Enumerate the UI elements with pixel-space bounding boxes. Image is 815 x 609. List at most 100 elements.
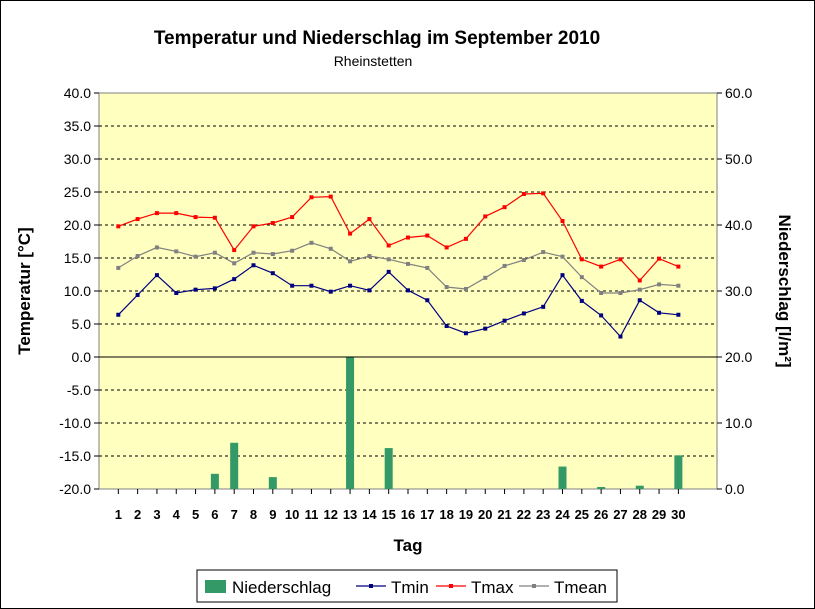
- x-tick-label: 29: [652, 507, 666, 522]
- y-tick-label: 30.0: [64, 151, 91, 167]
- x-tick-label: 12: [324, 507, 338, 522]
- y-tick-label: 15.0: [64, 250, 91, 266]
- point-tmean: [676, 283, 681, 288]
- point-tmin: [212, 286, 217, 291]
- point-tmean: [309, 240, 314, 245]
- point-tmin: [637, 298, 642, 303]
- point-tmax: [463, 236, 468, 241]
- point-tmean: [116, 265, 121, 270]
- x-tick-label: 30: [671, 507, 685, 522]
- point-tmin: [425, 298, 430, 303]
- x-tick-label: 4: [173, 507, 181, 522]
- y-tick-label: 10.0: [64, 283, 91, 299]
- point-tmean: [251, 250, 256, 255]
- y-tick-label: 35.0: [64, 118, 91, 134]
- x-tick-label: 18: [439, 507, 453, 522]
- bar-niederschlag: [597, 487, 606, 489]
- point-tmax: [676, 264, 681, 269]
- point-tmin: [348, 283, 353, 288]
- point-tmean: [425, 265, 430, 270]
- series-line-tmax: [118, 192, 679, 282]
- y2-tick-label: 40.0: [725, 217, 752, 233]
- point-tmax: [309, 195, 314, 200]
- point-tmin: [676, 312, 681, 317]
- point-tmean: [270, 252, 275, 257]
- x-tick-label: 3: [153, 507, 160, 522]
- chart-subtitle: Rheinstetten: [334, 53, 413, 69]
- y-axis-ticks: 40.0 35.0 30.0 25.0 20.0 15.0 10.0 5.0 0.0 -5.0 -1…: [59, 85, 99, 497]
- x-axis-label: Tag: [394, 536, 423, 555]
- point-tmean: [618, 290, 623, 295]
- point-tmax: [406, 235, 410, 240]
- y2-tick-label: 60.0: [725, 85, 752, 101]
- point-tmin: [290, 283, 295, 288]
- x-tick-label: 15: [381, 507, 395, 522]
- point-tmax: [637, 278, 642, 283]
- point-tmin: [309, 283, 314, 288]
- point-tmin: [328, 289, 333, 294]
- x-tick-label: 6: [211, 507, 218, 522]
- point-tmin: [406, 288, 410, 293]
- x-tick-label: 25: [575, 507, 589, 522]
- bar-niederschlag: [268, 477, 277, 489]
- legend-label-tmax: Tmax: [471, 578, 514, 597]
- bar-niederschlag: [210, 473, 219, 489]
- point-tmax: [116, 224, 121, 229]
- point-tmin: [541, 304, 546, 309]
- y2-tick-label: 0.0: [725, 481, 745, 497]
- legend-swatch-niederschlag: [205, 580, 226, 593]
- x-tick-label: 19: [459, 507, 473, 522]
- point-tmax: [270, 221, 275, 226]
- point-tmean: [599, 290, 604, 295]
- point-tmax: [618, 257, 623, 262]
- point-tmean: [386, 257, 391, 262]
- point-tmax: [290, 215, 295, 220]
- point-tmin: [193, 287, 198, 292]
- point-tmax: [579, 257, 584, 262]
- point-tmean: [521, 257, 526, 262]
- point-tmax: [367, 217, 372, 222]
- x-tick-label: 16: [401, 507, 415, 522]
- x-tick-label: 2: [134, 507, 141, 522]
- x-tick-label: 8: [250, 507, 257, 522]
- x-tick-label: 7: [231, 507, 238, 522]
- point-tmean: [637, 287, 642, 292]
- point-tmax: [212, 215, 217, 220]
- point-tmax: [541, 191, 546, 196]
- point-tmax: [425, 233, 430, 238]
- point-tmin: [270, 271, 275, 276]
- point-tmean: [135, 254, 140, 259]
- point-tmean: [348, 259, 353, 264]
- x-tick-label: 10: [285, 507, 299, 522]
- series-line-tmin: [117, 264, 679, 338]
- bar-niederschlag: [674, 455, 683, 489]
- y-tick-label: 40.0: [64, 85, 91, 101]
- point-tmean: [406, 261, 410, 266]
- x-tick-label: 13: [343, 507, 357, 522]
- point-tmin: [502, 318, 507, 323]
- point-tmean: [232, 261, 237, 266]
- point-tmin: [657, 310, 662, 315]
- point-tmean: [483, 275, 488, 280]
- point-tmax: [502, 205, 507, 210]
- y-tick-label: 5.0: [72, 316, 92, 332]
- point-tmax: [444, 245, 449, 250]
- point-tmax: [174, 211, 179, 216]
- y-axis-label: Temperatur [°C]: [15, 227, 34, 354]
- x-tick-label: 27: [613, 507, 627, 522]
- y-tick-label: -10.0: [59, 415, 91, 431]
- point-tmean: [193, 254, 198, 259]
- point-tmean: [367, 254, 372, 259]
- point-tmean: [463, 287, 468, 292]
- point-tmin: [116, 312, 121, 317]
- point-tmax: [251, 224, 256, 229]
- point-tmin: [463, 331, 468, 336]
- point-tmax: [154, 211, 159, 216]
- legend-marker-tmean: [532, 584, 536, 588]
- temperature-lines: [116, 191, 681, 339]
- chart-title: Temperatur und Niederschlag im September…: [154, 28, 600, 49]
- point-tmin: [521, 311, 526, 316]
- point-tmin: [135, 292, 140, 297]
- y-tick-label: 25.0: [64, 184, 91, 200]
- point-tmin: [154, 273, 159, 278]
